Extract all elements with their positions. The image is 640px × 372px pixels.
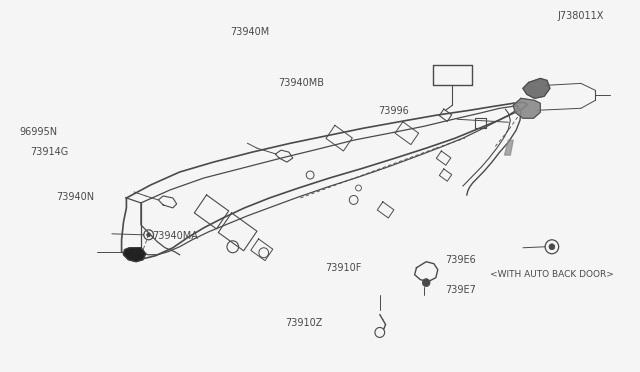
Text: 739E7: 739E7: [445, 285, 476, 295]
Text: 73940M: 73940M: [230, 27, 269, 37]
Text: J738011X: J738011X: [557, 10, 604, 20]
Polygon shape: [504, 140, 513, 155]
Text: <WITH AUTO BACK DOOR>: <WITH AUTO BACK DOOR>: [490, 270, 614, 279]
Circle shape: [147, 233, 150, 237]
Circle shape: [549, 244, 555, 250]
Polygon shape: [513, 98, 540, 118]
Text: 73940MA: 73940MA: [152, 231, 198, 241]
Text: 96995N: 96995N: [19, 127, 58, 137]
Text: 73910Z: 73910Z: [285, 318, 323, 328]
Text: 73996: 73996: [378, 106, 409, 116]
Circle shape: [422, 279, 430, 286]
Polygon shape: [523, 78, 550, 98]
Text: 739E6: 739E6: [445, 255, 476, 265]
Text: 73914G: 73914G: [31, 147, 68, 157]
Text: 73940N: 73940N: [56, 192, 95, 202]
Polygon shape: [124, 248, 146, 262]
Text: 73940MB: 73940MB: [278, 78, 324, 88]
Text: 73910F: 73910F: [326, 263, 362, 273]
